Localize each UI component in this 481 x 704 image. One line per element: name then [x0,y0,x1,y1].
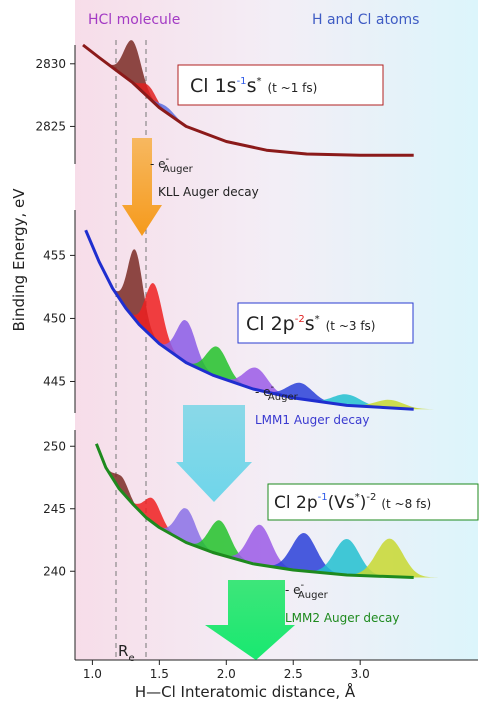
re-text: e [128,653,134,664]
wave-packet [207,367,304,400]
x-tick-label: 2.0 [217,667,236,681]
state-text: -2 [366,492,376,503]
y-tick-label: 250 [43,439,66,453]
arrow [176,405,252,502]
auger-text: - e [255,385,271,399]
y-tick-label: 450 [43,311,66,325]
auger-text: Auger [298,590,329,601]
potential-curve [84,229,414,411]
wave-packet [172,346,262,391]
state-text: (t ~8 fs) [381,497,431,511]
auger-label: LMM1 Auger decay [255,413,369,427]
y-tick-label: 240 [43,564,66,578]
wave-packet [294,539,399,577]
state-text: (t ~3 fs) [326,319,376,333]
state-label: Cl 1s-1s* (t ~1 fs) [190,75,317,97]
auger-text: - [166,154,170,165]
state-text: Cl 2p [246,313,295,335]
x-tick-label: 3.0 [351,667,370,681]
wave-packet [129,80,203,133]
state-text: * [315,314,320,325]
wave-packet [93,443,150,521]
wave-packet [116,484,189,544]
state-label: Cl 2p-2s* (t ~3 fs) [246,313,376,335]
y-tick-label: 2825 [35,119,66,133]
auger-text: Auger [268,392,299,403]
region-label: HCl molecule [88,12,180,28]
y-tick-label: 2830 [35,57,66,71]
wave-packet [146,320,227,380]
state-box [237,302,414,344]
x-tick-label: 1.5 [150,667,169,681]
wave-packet [333,538,446,578]
x-tick-label: 2.5 [284,667,303,681]
state-text: * [256,76,261,87]
auger-label: LMM2 Auger decay [285,611,399,625]
auger-text: Auger [163,164,194,175]
wave-packet [117,283,191,365]
y-tick-label: 455 [43,248,66,262]
potential-curve [82,43,414,157]
state-text: * [355,492,360,503]
state-text: s [247,75,257,97]
re-text: R [118,642,128,660]
auger-electron: - e-Auger [150,154,194,175]
wave-packet [146,508,227,557]
arrow [122,138,162,236]
state-text: -1 [237,76,247,87]
auger-text: - [301,580,305,591]
state-text: (Vs [328,493,355,513]
state-box [267,483,479,521]
wave-packet [290,394,403,409]
state-text: Cl 1s [190,75,237,97]
wave-packet [329,399,450,410]
arrow [205,580,295,660]
auger-text: - e [285,583,301,597]
wave-packet [251,533,357,576]
state-text: -1 [318,492,328,503]
x-axis-label: H—Cl Interatomic distance, Å [135,682,356,701]
wave-packet [103,249,168,350]
state-text: Cl 2p [274,493,318,513]
re-label: Re [118,642,135,664]
auger-electron: - e-Auger [255,382,299,403]
state-text: (t ~1 fs) [267,81,317,95]
state-box [177,64,384,106]
y-axis-label: Binding Energy, eV [10,188,28,332]
wave-packet [175,520,264,566]
state-text: s [305,313,315,335]
state-text: -2 [295,314,305,325]
wave-packet [211,524,308,572]
auger-text: - [271,382,275,393]
state-label: Cl 2p-1(Vs*)-2 (t ~8 fs) [274,492,431,513]
potential-curve [95,443,414,579]
auger-label: KLL Auger decay [158,185,259,199]
auger-text: - e [150,157,166,171]
region-label: H and Cl atoms [312,12,419,28]
x-tick-label: 1.0 [83,667,102,681]
y-tick-label: 245 [43,502,66,516]
y-tick-label: 445 [43,374,66,388]
auger-electron: - e-Auger [285,580,329,601]
wave-packet [247,382,353,406]
state-text: ) [360,493,367,513]
panels: 2825 2830 445 450 455 Binding Energy, eV 240 24… [10,40,478,701]
